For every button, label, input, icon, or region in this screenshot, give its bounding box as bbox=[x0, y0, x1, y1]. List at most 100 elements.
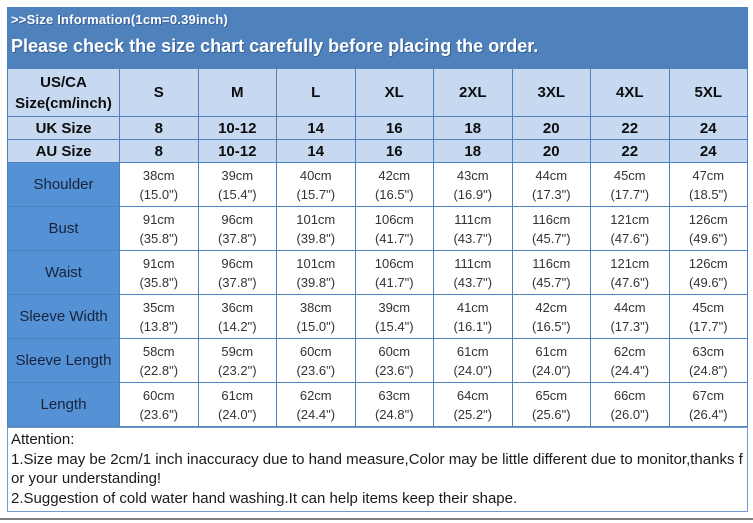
size-column-header: 3XL bbox=[511, 68, 591, 117]
measurement-cm: 101cm bbox=[296, 211, 336, 227]
row-label: Bust bbox=[7, 206, 120, 251]
measurement-cm: 39cm bbox=[221, 167, 254, 183]
measurement-cell: 116cm (45.7") bbox=[511, 250, 591, 295]
row-label: Waist bbox=[7, 250, 120, 295]
measurement-cm: 44cm bbox=[613, 299, 646, 315]
measurement-cell: 64cm (25.2") bbox=[433, 382, 513, 427]
measurement-inch: (17.7") bbox=[688, 318, 728, 334]
measurement-cm: 62cm bbox=[613, 343, 646, 359]
measurement-inch: (26.0") bbox=[610, 406, 650, 422]
measurement-cm: 61cm bbox=[535, 343, 568, 359]
measurement-cell: 96cm (37.8") bbox=[197, 206, 277, 251]
row-label: Length bbox=[7, 382, 120, 427]
measurement-cm: 111cm bbox=[454, 211, 492, 227]
measurement-inch: (15.4") bbox=[374, 318, 414, 334]
measurement-cm: 91cm bbox=[142, 211, 175, 227]
measurement-inch: (39.8") bbox=[296, 274, 336, 290]
measurement-inch: (24.8") bbox=[688, 362, 728, 378]
size-value-cell: 16 bbox=[354, 116, 434, 140]
measurement-cell: 101cm (39.8") bbox=[276, 250, 356, 295]
measurement-cm: 67cm bbox=[692, 387, 725, 403]
measurement-inch: (49.6") bbox=[688, 274, 728, 290]
measurement-cm: 47cm bbox=[692, 167, 725, 183]
measurement-row: Length 60cm (23.6") 61cm (24.0") 62cm (24.4") 6… bbox=[7, 382, 748, 427]
measurement-cell: 38cm (15.0") bbox=[276, 294, 356, 339]
measurement-row: Bust 91cm (35.8") 96cm (37.8") 101cm (39.8") 10… bbox=[7, 206, 748, 251]
measurement-cm: 59cm bbox=[221, 343, 254, 359]
measurement-cm: 63cm bbox=[692, 343, 725, 359]
measurement-inch: (17.3") bbox=[610, 318, 650, 334]
measurement-cm: 96cm bbox=[221, 211, 254, 227]
measurement-inch: (24.0") bbox=[531, 362, 571, 378]
measurement-cell: 41cm (16.1") bbox=[433, 294, 513, 339]
measurement-inch: (45.7") bbox=[531, 230, 571, 246]
attention-note-2: 2.Suggestion of cold water hand washing.… bbox=[11, 489, 518, 507]
measurement-cm: 45cm bbox=[613, 167, 646, 183]
row-label: Sleeve Width bbox=[7, 294, 120, 339]
measurement-inch: (17.7") bbox=[610, 186, 650, 202]
size-value-cell: 22 bbox=[590, 116, 670, 140]
size-value-cell: 8 bbox=[119, 139, 199, 163]
size-column-header: 2XL bbox=[433, 68, 513, 117]
measurement-cm: 91cm bbox=[142, 255, 175, 271]
conversion-row: UK Size 8 10-12 14 16 18 20 22 24 bbox=[7, 116, 748, 140]
measurement-cm: 45cm bbox=[692, 299, 725, 315]
measurement-cm: 42cm bbox=[378, 167, 411, 183]
measurement-cell: 126cm (49.6") bbox=[668, 250, 748, 295]
measurement-inch: (37.8") bbox=[217, 230, 257, 246]
measurement-cell: 60cm (23.6") bbox=[354, 338, 434, 383]
measurement-row: Sleeve Length 58cm (22.8") 59cm (23.2") 60cm (… bbox=[7, 338, 748, 383]
measurement-cell: 63cm (24.8") bbox=[354, 382, 434, 427]
size-column-header: XL bbox=[354, 68, 434, 117]
measurement-cm: 38cm bbox=[142, 167, 175, 183]
size-value-cell: 10-12 bbox=[197, 116, 277, 140]
measurement-cm: 43cm bbox=[456, 167, 489, 183]
attention-box: Attention: 1.Size may be 2cm/1 inch inac… bbox=[7, 427, 748, 512]
measurement-cm: 106cm bbox=[374, 211, 414, 227]
size-column-header: 4XL bbox=[590, 68, 670, 117]
measurement-inch: (14.2") bbox=[217, 318, 257, 334]
measurement-cell: 111cm (43.7") bbox=[433, 206, 513, 251]
measurement-inch: (39.8") bbox=[296, 230, 336, 246]
size-header-row: US/CA Size(cm/inch) S M L XL 2XL 3XL 4XL 5XL bbox=[7, 68, 748, 117]
measurement-cell: 126cm (49.6") bbox=[668, 206, 748, 251]
size-column-header: M bbox=[197, 68, 277, 117]
conversion-row: AU Size 8 10-12 14 16 18 20 22 24 bbox=[7, 139, 748, 163]
measurement-cm: 101cm bbox=[296, 255, 336, 271]
measurement-inch: (47.6") bbox=[610, 230, 650, 246]
measurement-inch: (23.6") bbox=[296, 362, 336, 378]
size-value-cell: 14 bbox=[276, 139, 356, 163]
measurement-inch: (26.4") bbox=[688, 406, 728, 422]
attention-title: Attention: bbox=[11, 431, 75, 448]
measurement-inch: (18.5") bbox=[688, 186, 728, 202]
measurement-cm: 60cm bbox=[299, 343, 332, 359]
measurement-cm: 61cm bbox=[221, 387, 254, 403]
measurement-cell: 44cm (17.3") bbox=[590, 294, 670, 339]
measurement-cell: 61cm (24.0") bbox=[433, 338, 513, 383]
measurement-cm: 63cm bbox=[378, 387, 411, 403]
measurement-cell: 45cm (17.7") bbox=[590, 162, 670, 207]
measurement-cm: 60cm bbox=[142, 387, 175, 403]
measurement-cm: 64cm bbox=[456, 387, 489, 403]
size-value-cell: 20 bbox=[511, 116, 591, 140]
measurement-cell: 43cm (16.9") bbox=[433, 162, 513, 207]
measurement-inch: (17.3") bbox=[531, 186, 571, 202]
size-value-cell: 22 bbox=[590, 139, 670, 163]
measurement-cell: 65cm (25.6") bbox=[511, 382, 591, 427]
measurement-inch: (43.7") bbox=[453, 274, 493, 290]
measurement-inch: (47.6") bbox=[610, 274, 650, 290]
measurement-inch: (24.4") bbox=[296, 406, 336, 422]
measurement-inch: (37.8") bbox=[217, 274, 257, 290]
size-value-cell: 8 bbox=[119, 116, 199, 140]
measurement-cm: 121cm bbox=[610, 255, 650, 271]
measurement-cm: 126cm bbox=[688, 211, 728, 227]
measurement-inch: (16.9") bbox=[453, 186, 493, 202]
measurement-inch: (35.8") bbox=[139, 230, 179, 246]
measurement-cm: 116cm bbox=[532, 211, 571, 227]
measurement-cm: 61cm bbox=[456, 343, 489, 359]
bottom-divider bbox=[0, 518, 753, 520]
measurement-inch: (25.2") bbox=[453, 406, 493, 422]
corner-header: US/CA Size(cm/inch) bbox=[7, 68, 120, 117]
measurement-inch: (24.0") bbox=[453, 362, 493, 378]
measurement-cell: 40cm (15.7") bbox=[276, 162, 356, 207]
